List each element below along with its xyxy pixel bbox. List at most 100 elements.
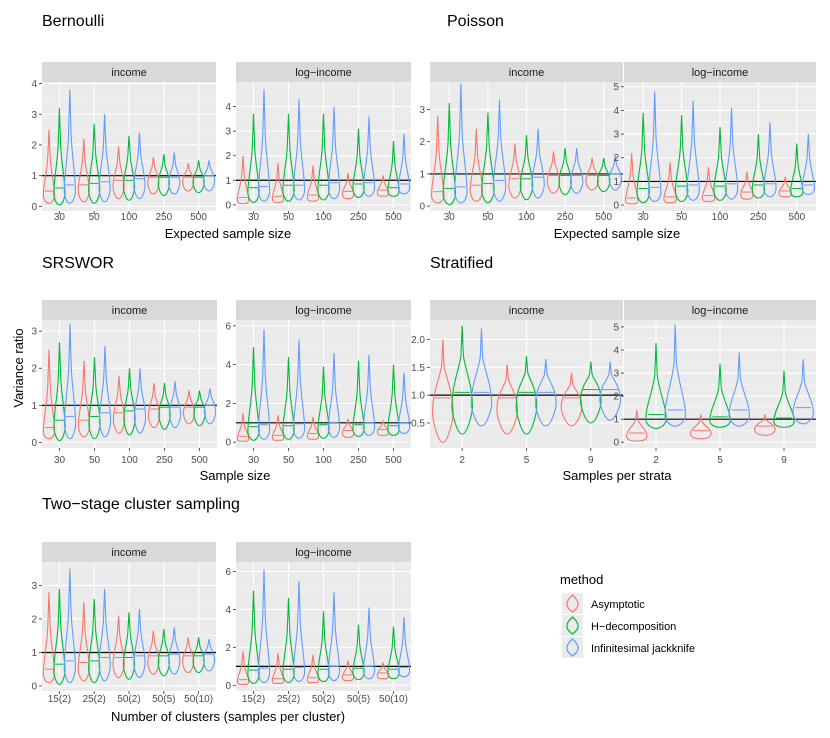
violin-infinitesimal-jackknife xyxy=(63,568,76,684)
violin-asymptotic xyxy=(376,662,390,680)
y-tick-label: 0 xyxy=(31,681,37,692)
violin-h-decomposition xyxy=(317,611,330,683)
violin-asymptotic xyxy=(376,175,390,197)
strip-background xyxy=(430,62,623,82)
panel-income: income 0 1 2 3 15(2) 25(2) 50(2) 50(5) 50(10) xyxy=(31,542,216,705)
violin-h-decomposition xyxy=(317,113,330,201)
violin-h-decomposition xyxy=(247,590,260,684)
legend-title: method xyxy=(560,572,603,587)
y-tick-label: 2 xyxy=(225,399,231,410)
violin-h-decomposition xyxy=(352,360,365,437)
y-tick-label: 4 xyxy=(225,102,231,113)
violin-infinitesimal-jackknife xyxy=(608,156,623,191)
x-tick-label: 30 xyxy=(444,212,456,223)
violin-infinitesimal-jackknife xyxy=(168,381,182,429)
x-tick-label: 15(2) xyxy=(48,694,71,705)
x-tick-label: 500 xyxy=(595,212,612,223)
x-axis-label: Sample size xyxy=(200,468,271,483)
y-tick-label: 1 xyxy=(419,169,425,180)
violin-infinitesimal-jackknife xyxy=(531,128,545,199)
violin-h-decomposition xyxy=(387,626,400,680)
y-tick-label: 1 xyxy=(225,176,231,187)
plot-title: Stratified xyxy=(430,255,493,272)
violin-asymptotic xyxy=(754,414,776,436)
violin-infinitesimal-jackknife xyxy=(63,323,77,440)
y-tick-label: 1.5 xyxy=(411,363,425,374)
y-tick-label: 5 xyxy=(613,322,619,333)
violin-h-decomposition xyxy=(481,112,495,204)
y-tick-label: 1 xyxy=(31,171,37,182)
violin-asymptotic xyxy=(341,418,355,438)
violin-asymptotic xyxy=(560,372,583,427)
violin-infinitesimal-jackknife xyxy=(792,359,814,425)
violin-infinitesimal-jackknife xyxy=(133,132,146,200)
violin-infinitesimal-jackknife xyxy=(534,358,557,427)
violin-infinitesimal-jackknife xyxy=(397,133,411,195)
y-tick-label: 1 xyxy=(31,648,37,659)
violin-asymptotic xyxy=(341,660,355,682)
x-tick-label: 30 xyxy=(248,212,260,223)
violin-h-decomposition xyxy=(713,126,727,201)
legend-key-bg xyxy=(562,637,583,658)
x-tick-label: 50(5) xyxy=(347,694,370,705)
y-tick-label: 4 xyxy=(613,106,619,117)
violin-h-decomposition xyxy=(596,157,611,193)
violin-h-decomposition xyxy=(282,598,295,684)
x-tick-label: 500 xyxy=(788,212,805,223)
x-tick-label: 9 xyxy=(588,455,594,466)
x-tick-label: 50(10) xyxy=(379,694,408,705)
legend-key-bg xyxy=(562,615,583,636)
violin-infinitesimal-jackknife xyxy=(397,616,411,678)
violin-infinitesimal-jackknife xyxy=(98,114,111,203)
violin-asymptotic xyxy=(236,651,250,685)
x-tick-label: 100 xyxy=(712,212,729,223)
violin-h-decomposition xyxy=(442,102,457,206)
y-tick-label: 2 xyxy=(225,643,231,654)
y-tick-label: 2 xyxy=(31,140,37,151)
strip-background xyxy=(624,300,816,320)
plot-title: Bernoulli xyxy=(42,13,104,30)
violin-infinitesimal-jackknife xyxy=(292,99,306,201)
violin-asymptotic xyxy=(306,165,320,202)
y-tick-label: 0 xyxy=(613,201,619,212)
legend-key-asymptotic xyxy=(566,594,579,613)
x-tick-label: 100 xyxy=(121,212,138,223)
legend-label-asymptotic: Asymptotic xyxy=(591,599,645,611)
y-tick-label: 0 xyxy=(31,202,37,213)
violin-infinitesimal-jackknife xyxy=(648,91,662,203)
x-tick-label: 50 xyxy=(482,212,494,223)
y-tick-label: 1 xyxy=(613,177,619,188)
y-tick-label: 1.0 xyxy=(411,391,425,402)
y-tick-label: 4 xyxy=(225,360,231,371)
x-tick-label: 9 xyxy=(781,455,787,466)
strip-label: income xyxy=(509,67,544,79)
violin-infinitesimal-jackknife xyxy=(724,108,739,200)
violin-infinitesimal-jackknife xyxy=(362,607,376,680)
x-tick-label: 250 xyxy=(350,455,367,466)
x-tick-label: 5 xyxy=(717,455,723,466)
violin-asymptotic xyxy=(376,418,390,436)
violin-asymptotic xyxy=(690,414,712,440)
legend-label-infinitesimal-jackknife: Infinitesimal jackknife xyxy=(591,643,695,655)
violin-h-decomposition xyxy=(645,343,667,429)
y-tick-label: 3 xyxy=(31,110,37,121)
y-tick-label: 3 xyxy=(613,369,619,380)
violin-h-decomposition xyxy=(88,598,101,684)
legend-label-h-decomposition: H−decomposition xyxy=(591,621,676,633)
violin-infinitesimal-jackknife xyxy=(168,152,181,195)
y-tick-label: 2.0 xyxy=(411,335,425,346)
violin-infinitesimal-jackknife xyxy=(292,580,306,683)
x-tick-label: 50 xyxy=(89,455,101,466)
violin-asymptotic xyxy=(626,409,648,442)
x-tick-label: 5 xyxy=(524,455,530,466)
y-tick-label: 0.5 xyxy=(411,418,425,429)
panel-income: income 0.5 1.0 1.5 2.0 2 5 9 xyxy=(411,300,623,466)
strip-background xyxy=(624,62,816,82)
x-tick-label: 50 xyxy=(676,212,688,223)
violin-infinitesimal-jackknife xyxy=(257,89,271,202)
y-tick-label: 3 xyxy=(225,127,231,138)
violin-h-decomposition xyxy=(515,356,538,435)
strip-background xyxy=(430,300,623,320)
x-tick-label: 25(2) xyxy=(83,694,106,705)
